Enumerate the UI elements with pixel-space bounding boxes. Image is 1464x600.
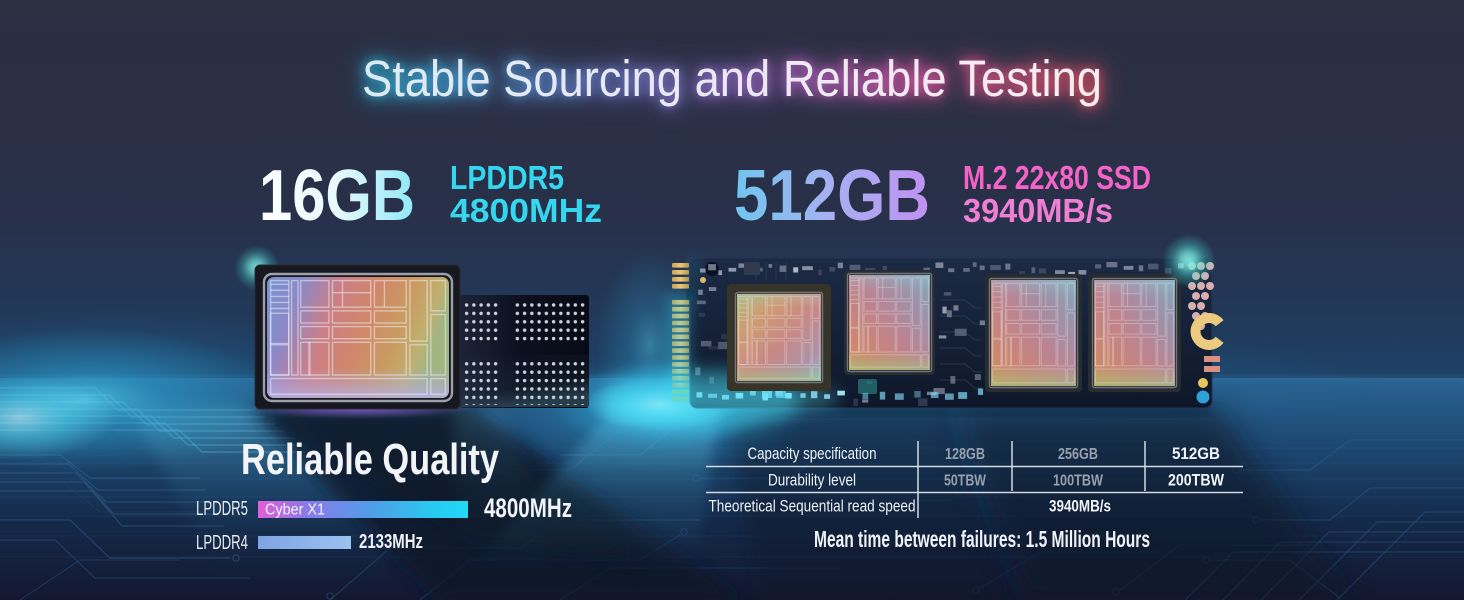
svg-text:3940MB/s: 3940MB/s bbox=[1049, 498, 1111, 516]
svg-text:Theoretical Sequential read sp: Theoretical Sequential read speed bbox=[709, 497, 916, 516]
svg-text:100TBW: 100TBW bbox=[1053, 473, 1103, 490]
svg-text:Durability level: Durability level bbox=[768, 471, 856, 490]
svg-text:16GB: 16GB bbox=[259, 156, 415, 236]
svg-text:LPDDR4: LPDDR4 bbox=[196, 532, 248, 554]
svg-text:4800MHz: 4800MHz bbox=[450, 192, 602, 229]
svg-text:LPDDR5: LPDDR5 bbox=[450, 159, 564, 196]
svg-text:M.2 22x80 SSD: M.2 22x80 SSD bbox=[963, 159, 1151, 196]
svg-text:2133MHz: 2133MHz bbox=[359, 531, 423, 553]
svg-text:Cyber X1: Cyber X1 bbox=[265, 502, 325, 519]
svg-text:50TBW: 50TBW bbox=[944, 473, 986, 490]
svg-text:512GB: 512GB bbox=[1172, 445, 1220, 463]
svg-text:Stable Sourcing and Reliable T: Stable Sourcing and Reliable Testing bbox=[362, 50, 1102, 107]
svg-text:Stable Sourcing and Reliable T: Stable Sourcing and Reliable Testing bbox=[362, 50, 1102, 107]
svg-text:3940MB/s: 3940MB/s bbox=[963, 192, 1113, 229]
svg-text:Mean time between failures: 1.: Mean time between failures: 1.5 Million … bbox=[814, 526, 1150, 552]
svg-text:200TBW: 200TBW bbox=[1168, 472, 1224, 490]
svg-text:LPDDR5: LPDDR5 bbox=[196, 498, 248, 520]
svg-text:Stable Sourcing and Reliable T: Stable Sourcing and Reliable Testing bbox=[362, 50, 1102, 107]
svg-text:Stable Sourcing and Reliable T: Stable Sourcing and Reliable Testing bbox=[362, 50, 1102, 107]
svg-text:Capacity specification: Capacity specification bbox=[748, 444, 877, 463]
svg-text:512GB: 512GB bbox=[734, 156, 930, 236]
svg-text:Reliable Quality: Reliable Quality bbox=[241, 435, 499, 484]
svg-text:4800MHz: 4800MHz bbox=[484, 493, 572, 523]
svg-text:256GB: 256GB bbox=[1058, 446, 1098, 463]
svg-text:128GB: 128GB bbox=[945, 446, 985, 463]
